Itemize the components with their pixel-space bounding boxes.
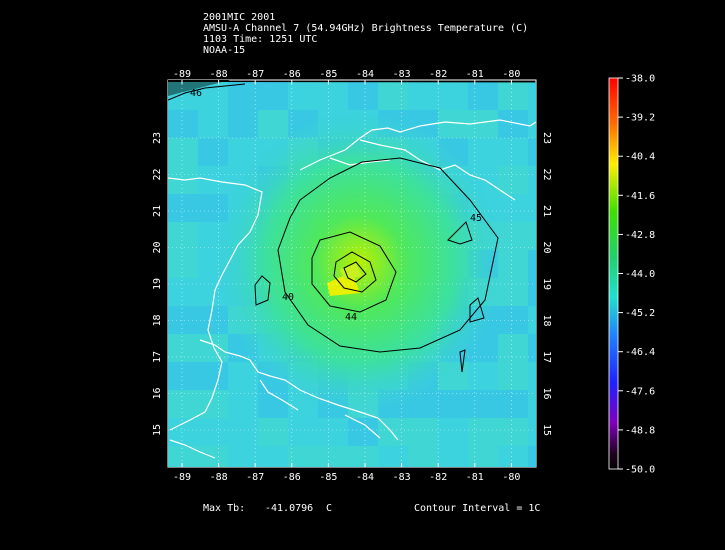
colorbar-tick-label: -45.2 xyxy=(625,308,655,319)
lon-tick-label-bottom: -88 xyxy=(210,472,228,483)
colorbar-tick-label: -41.6 xyxy=(625,191,655,202)
colorbar-tick-label: -50.0 xyxy=(625,465,655,476)
contour-lines xyxy=(168,83,499,373)
lat-tick-label-right: 22 xyxy=(541,168,552,180)
lat-lon-grid xyxy=(168,80,536,467)
lon-tick-label-bottom: -84 xyxy=(356,472,374,483)
colorbar-tick-label: -39.2 xyxy=(625,113,655,124)
lon-tick-label-bottom: -89 xyxy=(173,472,191,483)
lon-tick-label-top: -87 xyxy=(246,69,264,80)
colorbar-tick-label: -48.8 xyxy=(625,425,655,436)
max-tb-unit: C xyxy=(326,503,333,514)
contour-interval: Contour Interval = 1C xyxy=(414,503,541,514)
lon-tick-label-bottom: -86 xyxy=(283,472,301,483)
lon-tick-label-bottom: -82 xyxy=(429,472,447,483)
lon-tick-label-bottom: -83 xyxy=(393,472,411,483)
lat-tick-label-right: 19 xyxy=(541,278,552,290)
lat-tick-label-right: 15 xyxy=(541,424,552,436)
lat-tick-label-left: 22 xyxy=(152,168,163,180)
contour-label: 44 xyxy=(345,312,357,323)
title-line-1: 2001MIC 2001 xyxy=(203,12,276,23)
title-line-4: NOAA-15 xyxy=(203,45,246,56)
colorbar-tick-label: -38.0 xyxy=(625,74,655,85)
title-line-2: AMSU-A Channel 7 (54.94GHz) Brightness T… xyxy=(203,23,529,34)
lon-tick-label-top: -81 xyxy=(466,69,484,80)
lat-tick-label-left: 15 xyxy=(152,424,163,436)
lon-tick-label-top: -83 xyxy=(393,69,411,80)
lon-tick-label-bottom: -80 xyxy=(502,472,520,483)
colorbar-tick-label: -47.6 xyxy=(625,386,655,397)
colorbar-tick-label: -46.4 xyxy=(625,347,655,358)
lat-tick-label-right: 16 xyxy=(541,387,552,399)
colorbar-tick-label: -40.4 xyxy=(625,152,655,163)
lon-tick-label-bottom: -81 xyxy=(466,472,484,483)
coastline xyxy=(168,119,536,459)
lat-tick-label-right: 21 xyxy=(541,205,552,217)
lat-tick-label-left: 19 xyxy=(152,278,163,290)
lon-tick-label-top: -85 xyxy=(319,69,337,80)
colorbar-tick-label: -44.0 xyxy=(625,269,655,280)
lat-tick-label-left: 17 xyxy=(152,351,163,363)
lon-tick-label-top: -89 xyxy=(173,69,191,80)
lat-tick-label-left: 21 xyxy=(152,205,163,217)
lon-tick-label-top: -82 xyxy=(429,69,447,80)
lat-tick-label-left: 18 xyxy=(152,314,163,326)
contour-label: 40 xyxy=(282,292,294,303)
lat-tick-label-right: 20 xyxy=(541,241,552,253)
title-line-3: 1103 Time: 1251 UTC xyxy=(203,34,318,45)
max-tb-label: Max Tb: xyxy=(203,503,246,514)
lat-tick-label-right: 18 xyxy=(541,314,552,326)
lat-tick-label-left: 23 xyxy=(152,132,163,144)
lon-tick-label-top: -86 xyxy=(283,69,301,80)
lon-tick-label-top: -84 xyxy=(356,69,374,80)
lon-tick-label-top: -88 xyxy=(210,69,228,80)
lat-tick-label-left: 16 xyxy=(152,387,163,399)
lat-tick-label-right: 23 xyxy=(541,132,552,144)
colorbar xyxy=(608,77,619,470)
lon-tick-label-bottom: -85 xyxy=(319,472,337,483)
lon-tick-label-bottom: -87 xyxy=(246,472,264,483)
lon-tick-label-top: -80 xyxy=(502,69,520,80)
lat-tick-label-left: 20 xyxy=(152,241,163,253)
colorbar-tick-label: -42.8 xyxy=(625,230,655,241)
contour-label: 46 xyxy=(190,88,202,99)
lat-tick-label-right: 17 xyxy=(541,351,552,363)
max-tb-value: -41.0796 xyxy=(265,503,314,514)
contour-label: 45 xyxy=(470,213,482,224)
